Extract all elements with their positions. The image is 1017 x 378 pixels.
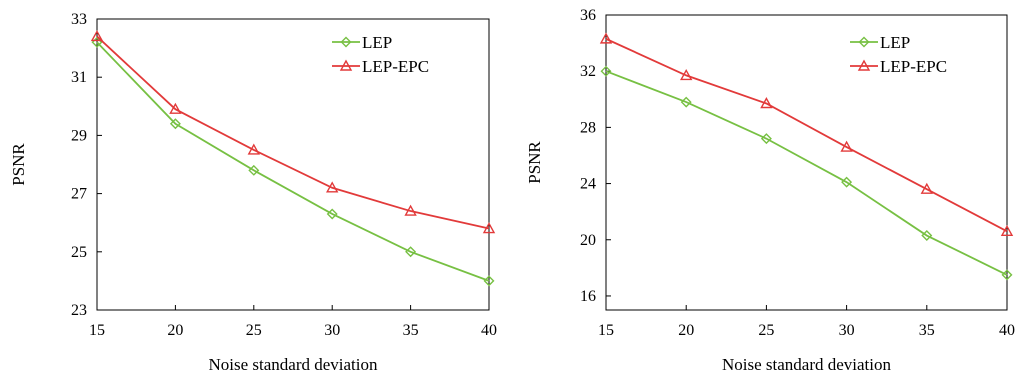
legend-entry: LEP-EPC — [332, 57, 429, 76]
y-tick-label: 28 — [580, 119, 596, 136]
x-tick-label: 40 — [999, 322, 1015, 339]
x-tick-label: 40 — [481, 322, 497, 339]
data-point — [760, 133, 772, 145]
plot-frame — [96, 18, 490, 311]
data-point — [405, 246, 417, 258]
y-tick-label: 24 — [580, 176, 596, 193]
data-point — [841, 176, 853, 188]
series-lep — [600, 65, 1013, 281]
series-line — [96, 41, 490, 282]
y-tick-label: 33 — [71, 11, 87, 28]
y-tick-label: 27 — [71, 186, 87, 203]
legend-marker — [340, 36, 352, 48]
series-lep-epc — [90, 30, 496, 234]
data-point — [169, 118, 181, 130]
x-tick-label: 30 — [324, 322, 340, 339]
data-point — [680, 68, 693, 81]
y-tick-label: 36 — [580, 7, 596, 24]
plot-frame — [605, 14, 1008, 311]
data-point — [599, 32, 613, 44]
y-tick-label: 20 — [580, 232, 596, 249]
legend-marker — [857, 59, 871, 71]
x-axis-label: Noise standard deviation — [208, 355, 378, 374]
data-point — [169, 102, 182, 114]
data-point — [326, 208, 338, 220]
legend-marker — [339, 59, 353, 71]
data-point — [326, 181, 339, 193]
series-lep-epc — [599, 32, 1014, 237]
data-point — [1000, 224, 1014, 237]
x-tick-label: 30 — [839, 322, 855, 339]
y-tick-label: 16 — [580, 288, 596, 305]
data-point — [483, 275, 495, 287]
data-point — [921, 230, 933, 242]
y-tick-label: 32 — [580, 63, 596, 80]
x-tick-label: 15 — [89, 322, 105, 339]
x-tick-label: 25 — [758, 322, 774, 339]
series-line — [605, 70, 1008, 276]
data-point — [248, 164, 260, 176]
series-line — [96, 35, 490, 230]
data-point — [90, 30, 104, 42]
legend-marker — [858, 36, 870, 48]
legend-entry: LEP-EPC — [850, 57, 947, 76]
x-tick-label: 35 — [403, 322, 419, 339]
data-point — [1001, 269, 1013, 281]
data-point — [680, 96, 692, 108]
data-point — [840, 140, 853, 152]
series-lep — [91, 36, 495, 287]
legend-label: LEP — [880, 33, 910, 52]
data-point — [600, 65, 612, 77]
y-tick-label: 31 — [71, 69, 87, 86]
x-tick-label: 20 — [167, 322, 183, 339]
data-point — [760, 97, 773, 109]
chart-panel-2: 15 20 25 30 35 40 16 20 24 28 32 36 Noise standard d… — [525, 7, 1015, 374]
y-axis-label: PSNR — [525, 141, 544, 184]
legend-label: LEP-EPC — [362, 57, 429, 76]
x-axis-label: Noise standard deviation — [722, 355, 892, 374]
y-tick-label: 25 — [71, 244, 87, 261]
series-line — [605, 38, 1008, 233]
data-point — [404, 204, 417, 216]
legend-entry: LEP — [850, 33, 910, 52]
y-tick-label: 23 — [71, 302, 87, 319]
y-tick-label: 29 — [71, 127, 87, 144]
legend-entry: LEP — [332, 33, 392, 52]
x-tick-label: 20 — [678, 322, 694, 339]
y-axis-label: PSNR — [9, 143, 28, 186]
data-point — [920, 182, 933, 194]
chart-panel-1: 15 20 25 30 35 40 23 25 27 29 31 33 Noise standard d… — [9, 11, 497, 374]
legend-label: LEP — [362, 33, 392, 52]
x-tick-label: 15 — [598, 322, 614, 339]
legend-label: LEP-EPC — [880, 57, 947, 76]
x-tick-label: 25 — [246, 322, 262, 339]
data-point — [247, 143, 260, 155]
x-tick-label: 35 — [919, 322, 935, 339]
data-point — [482, 222, 496, 234]
